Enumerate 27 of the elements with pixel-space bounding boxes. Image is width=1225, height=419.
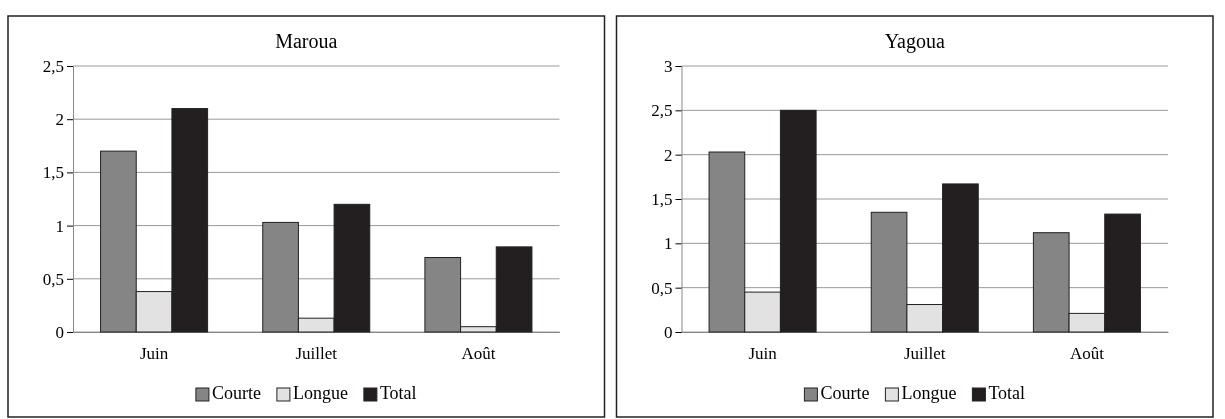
legend-label: Longue xyxy=(292,383,348,403)
y-tick-label: 1,5 xyxy=(651,189,673,209)
y-tick-label: 0 xyxy=(664,322,673,342)
y-tick-label: 0,5 xyxy=(42,269,64,289)
legend-label: Total xyxy=(379,383,417,403)
y-tick-label: 1,5 xyxy=(42,163,64,183)
legend-label: Total xyxy=(988,383,1026,403)
chart-title: Maroua xyxy=(275,30,338,52)
x-tick-label: Juillet xyxy=(295,343,338,363)
x-tick-label: Juin xyxy=(139,343,169,363)
y-tick-label: 2,5 xyxy=(42,56,64,76)
y-tick-label: 2 xyxy=(55,110,64,130)
y-tick-label: 3 xyxy=(664,56,673,76)
y-tick-label: 0 xyxy=(55,322,64,342)
y-tick-label: 2,5 xyxy=(651,101,673,121)
legend-label: Courte xyxy=(211,383,261,403)
x-tick-label: Août xyxy=(461,343,496,363)
y-tick-label: 1 xyxy=(664,234,673,254)
x-tick-label: Juin xyxy=(748,343,778,363)
chart-title: Yagoua xyxy=(884,30,945,53)
legend-label: Courte xyxy=(820,383,870,403)
y-tick-label: 0,5 xyxy=(651,278,673,298)
y-tick-label: 2 xyxy=(664,145,673,165)
y-tick-label: 1 xyxy=(55,216,64,236)
x-tick-label: Août xyxy=(1069,343,1105,363)
x-tick-label: Juillet xyxy=(903,343,946,363)
legend-label: Longue xyxy=(901,383,957,403)
